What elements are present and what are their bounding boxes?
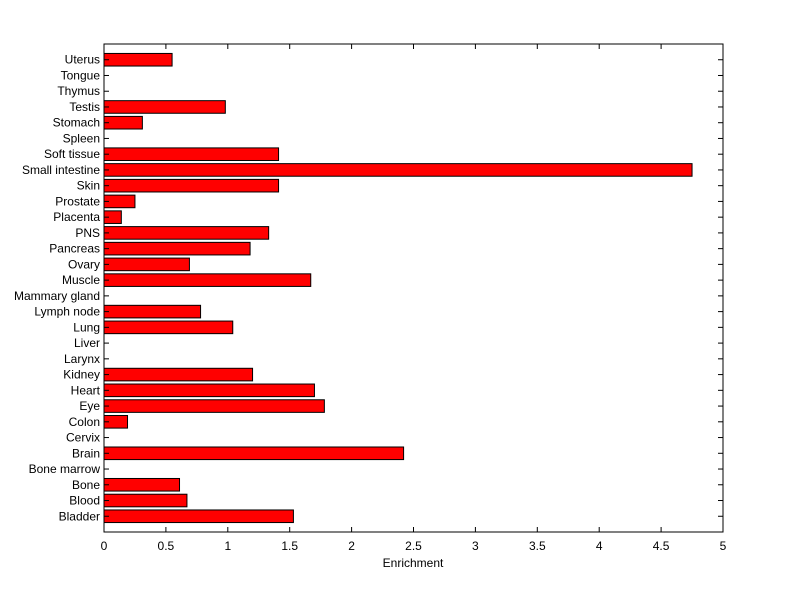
y-tick-label: PNS [75,226,100,240]
y-tick-label: Bone marrow [29,462,101,476]
y-tick-label: Lymph node [34,305,100,319]
bar [103,100,226,114]
x-tick-label: 4.5 [653,539,670,553]
x-tick-label: 2.5 [405,539,422,553]
y-tick-label: Uterus [65,53,100,67]
y-tick-label: Colon [69,415,100,429]
y-tick-label: Cervix [66,431,100,445]
y-tick-label: Skin [77,179,100,193]
y-tick-label: Kidney [63,368,100,382]
bar [103,493,188,508]
x-tick-label: 3.5 [529,539,546,553]
x-tick-label: 1.5 [281,539,298,553]
y-tick-label: Muscle [62,273,100,287]
bar [103,115,143,130]
bar [103,304,202,319]
y-tick-label: Tongue [61,68,101,82]
x-tick-label: 3 [472,539,479,553]
x-tick-label: 0.5 [158,539,175,553]
y-tick-label: Ovary [68,257,100,271]
y-tick-label: Bone [72,478,100,492]
plot-frame [103,43,724,533]
y-tick-label: Pancreas [49,242,100,256]
y-tick-label: Brain [72,446,100,460]
bar [103,273,312,287]
bar [103,257,190,272]
bar [103,399,325,413]
x-tick-label: 2 [348,539,355,553]
x-tick-label: 5 [720,539,727,553]
bar [103,147,280,161]
bar [103,52,173,67]
y-tick-label: Prostate [55,194,100,208]
y-tick-label: Soft tissue [44,147,100,161]
bar [103,241,251,256]
y-tick-label: Lung [73,320,100,334]
y-tick-label: Small intestine [22,163,100,177]
x-tick-label: 1 [224,539,231,553]
x-axis-label: Enrichment [383,556,444,570]
bar [103,163,693,177]
y-tick-label: Bladder [59,509,100,523]
bar [103,178,280,193]
bar [103,446,405,461]
bar [103,320,234,335]
bar [103,509,294,524]
y-tick-label: Spleen [63,131,100,145]
y-tick-label: Testis [69,100,100,114]
x-tick-label: 0 [101,539,108,553]
y-tick-label: Mammary gland [14,289,100,303]
bar [103,226,270,240]
y-tick-label: Liver [74,336,100,350]
y-tick-label: Eye [79,399,100,413]
bar [103,477,181,492]
y-tick-label: Larynx [64,352,100,366]
y-tick-label: Placenta [53,210,100,224]
y-tick-label: Stomach [53,116,100,130]
bar [103,383,315,398]
bar [103,367,254,382]
x-tick-label: 4 [596,539,603,553]
y-tick-label: Blood [69,494,100,508]
y-tick-label: Heart [71,383,101,397]
y-tick-label: Thymus [57,84,100,98]
